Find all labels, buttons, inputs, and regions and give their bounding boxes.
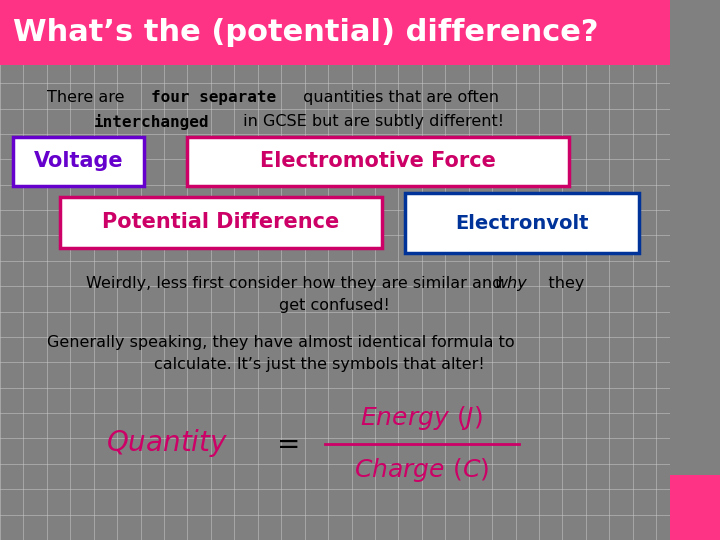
Text: What’s the (potential) difference?: What’s the (potential) difference? <box>14 18 599 47</box>
Text: $\mathit{Quantity}$: $\mathit{Quantity}$ <box>107 427 228 459</box>
Text: Weirdly, less first consider how they are similar and         they: Weirdly, less first consider how they ar… <box>86 276 584 291</box>
Text: four separate: four separate <box>150 90 276 105</box>
Text: Generally speaking, they have almost identical formula to: Generally speaking, they have almost ide… <box>47 335 515 350</box>
Text: why: why <box>495 276 527 291</box>
FancyBboxPatch shape <box>14 137 144 186</box>
FancyBboxPatch shape <box>187 137 570 186</box>
Text: Electronvolt: Electronvolt <box>456 213 589 233</box>
Text: interchanged: interchanged <box>94 113 210 130</box>
Text: Electromotive Force: Electromotive Force <box>261 151 496 172</box>
Text: in GCSE but are subtly different!: in GCSE but are subtly different! <box>238 114 504 129</box>
Text: $=$: $=$ <box>271 429 299 457</box>
Text: Potential Difference: Potential Difference <box>102 212 340 233</box>
FancyBboxPatch shape <box>0 0 670 65</box>
Text: $\mathit{Charge\ (C)}$: $\mathit{Charge\ (C)}$ <box>354 456 490 484</box>
Text: quantities that are often: quantities that are often <box>298 90 499 105</box>
Text: There are: There are <box>47 90 130 105</box>
FancyBboxPatch shape <box>405 193 639 253</box>
Text: Voltage: Voltage <box>35 151 124 172</box>
Text: $\mathit{Energy\ (J)}$: $\mathit{Energy\ (J)}$ <box>361 404 483 433</box>
Text: calculate. It’s just the symbols that alter!: calculate. It’s just the symbols that al… <box>154 357 485 372</box>
FancyBboxPatch shape <box>60 197 382 248</box>
Text: get confused!: get confused! <box>279 298 390 313</box>
